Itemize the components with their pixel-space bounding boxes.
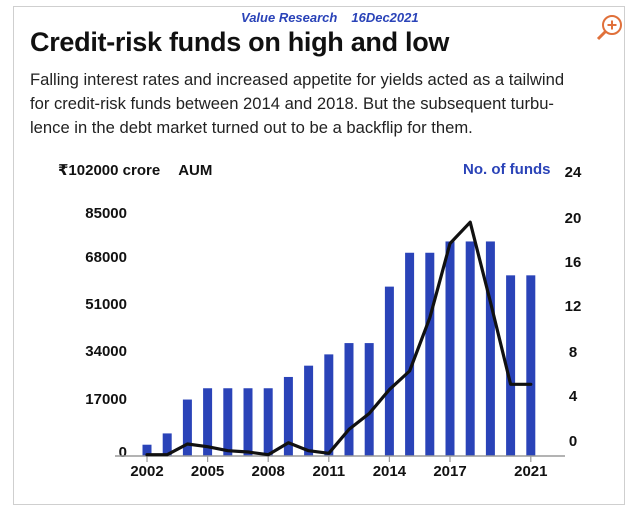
left-axis-title: ₹102000 crore AUM bbox=[58, 161, 212, 179]
fund-count-bar bbox=[283, 376, 293, 456]
right-axis-title: No. of funds bbox=[463, 161, 551, 178]
fund-count-bar bbox=[324, 354, 334, 456]
right-tick-label: 24 bbox=[565, 164, 582, 181]
fund-count-bar bbox=[405, 252, 415, 456]
source-date: 16Dec2021 bbox=[351, 10, 419, 25]
x-tick-label: 2011 bbox=[313, 463, 346, 480]
left-axis-unit: ₹102000 crore bbox=[58, 162, 161, 179]
fund-count-bar bbox=[526, 275, 536, 456]
right-tick-label: 8 bbox=[569, 344, 577, 361]
subtitle-line: for credit-risk funds between 2014 and 2… bbox=[30, 94, 554, 113]
x-tick-label: 2014 bbox=[373, 463, 407, 480]
fund-count-bar bbox=[344, 343, 354, 456]
chart-subtitle: Falling interest rates and increased app… bbox=[30, 68, 620, 140]
left-tick-label: 17000 bbox=[85, 391, 127, 408]
fund-count-bar bbox=[425, 252, 435, 456]
fund-count-bar bbox=[243, 388, 253, 456]
chart-title: Credit-risk funds on high and low bbox=[30, 27, 450, 57]
zoom-in-icon[interactable] bbox=[592, 12, 626, 46]
fund-count-bar bbox=[506, 275, 516, 456]
fund-count-bar bbox=[384, 286, 394, 456]
right-tick-label: 4 bbox=[569, 388, 578, 405]
fund-count-bar bbox=[465, 241, 475, 456]
fund-count-bar bbox=[203, 388, 213, 456]
x-tick-label: 2005 bbox=[191, 463, 224, 480]
fund-count-bar bbox=[263, 388, 273, 456]
fund-count-bar bbox=[142, 444, 152, 456]
source-credit: Value Research 16Dec2021 bbox=[241, 10, 419, 25]
chart-frame bbox=[13, 6, 625, 505]
left-tick-label: 51000 bbox=[85, 296, 127, 313]
fund-count-bar bbox=[364, 343, 374, 456]
right-tick-label: 0 bbox=[569, 433, 577, 450]
fund-count-bar bbox=[223, 388, 233, 456]
right-tick-label: 20 bbox=[565, 210, 582, 227]
fund-count-bar bbox=[485, 241, 495, 456]
aum-legend-label: AUM bbox=[178, 162, 213, 179]
x-tick-label: 2008 bbox=[252, 463, 285, 480]
left-tick-label: 68000 bbox=[85, 249, 127, 266]
source-name: Value Research bbox=[241, 10, 338, 25]
fund-count-bar bbox=[182, 399, 192, 456]
left-tick-label: 85000 bbox=[85, 205, 127, 222]
x-tick-label: 2017 bbox=[433, 463, 466, 480]
fund-count-bar bbox=[304, 365, 314, 456]
right-tick-label: 16 bbox=[565, 254, 582, 271]
x-tick-label: 2002 bbox=[130, 463, 163, 480]
left-tick-label: 34000 bbox=[85, 343, 127, 360]
fund-count-bar bbox=[445, 241, 455, 456]
fund-count-bar bbox=[162, 433, 172, 456]
aum-line bbox=[145, 220, 533, 457]
left-tick-label: 0 bbox=[119, 444, 127, 461]
x-tick-label: 2021 bbox=[514, 463, 547, 480]
subtitle-line: lence in the debt market turned out to b… bbox=[30, 118, 473, 137]
right-tick-label: 12 bbox=[565, 298, 582, 315]
subtitle-line: Falling interest rates and increased app… bbox=[30, 70, 565, 89]
